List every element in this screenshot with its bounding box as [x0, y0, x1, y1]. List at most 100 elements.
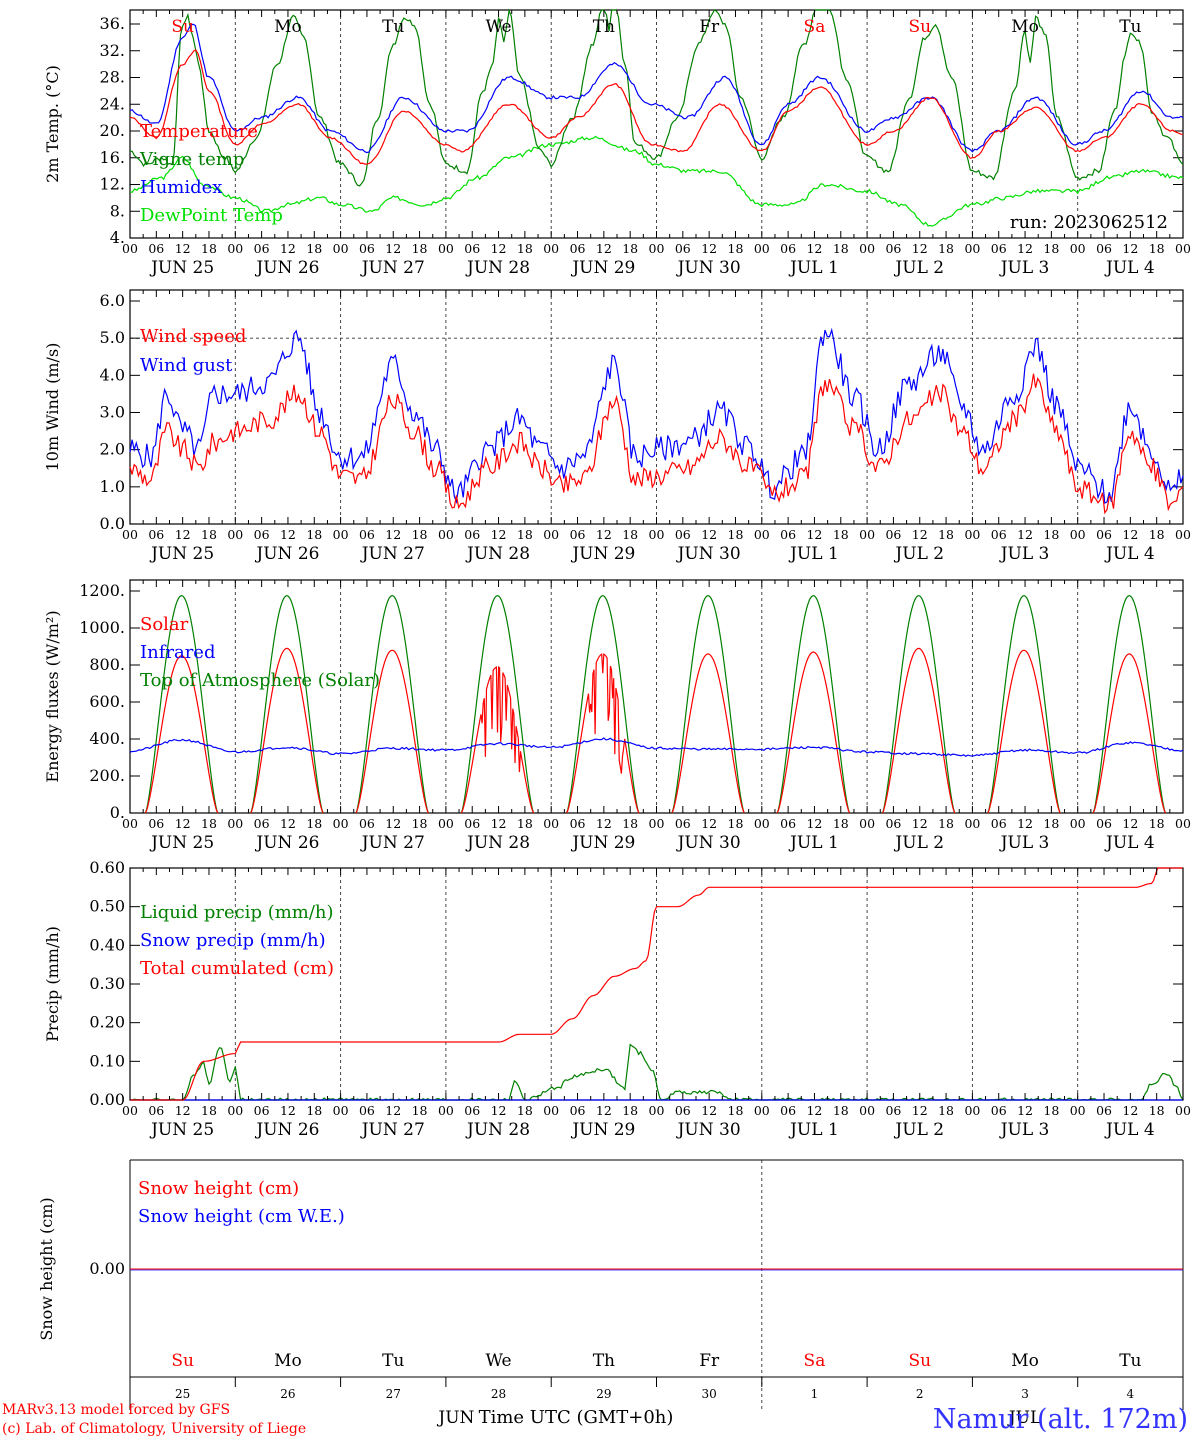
hour-label: 06	[464, 1103, 480, 1118]
hour-label: 00	[649, 1103, 665, 1118]
hour-label: 00	[333, 241, 349, 256]
day-number-label: 29	[596, 1387, 611, 1401]
legend-entry: Snow height (cm)	[138, 1178, 299, 1199]
legend-entry: Vigne temp	[139, 149, 244, 170]
y-tick-label: 0.10	[89, 1051, 125, 1070]
day-label: JUN 28	[465, 833, 530, 853]
y-tick-label: 0.0	[100, 514, 125, 533]
series-wind-speed-line	[129, 373, 1184, 515]
hour-label: 06	[254, 241, 270, 256]
hour-label: 06	[359, 816, 375, 831]
day-label: JUN 30	[676, 544, 741, 564]
series-toa-solar-line	[355, 594, 429, 814]
weekday-label: Su	[171, 1351, 194, 1371]
series-dewpoint-line	[129, 135, 1184, 227]
day-label: JUL 3	[999, 544, 1050, 564]
hour-label: 12	[701, 1103, 717, 1118]
hour-label: 00	[859, 241, 875, 256]
hour-label: 00	[438, 1103, 454, 1118]
day-label: JUN 26	[254, 1120, 319, 1140]
day-label: JUL 2	[893, 1120, 944, 1140]
hour-label: 06	[570, 816, 586, 831]
hour-label: 06	[148, 527, 164, 542]
y-tick-label: 0.60	[89, 858, 125, 877]
hour-label: 00	[122, 241, 138, 256]
hour-label: 00	[438, 816, 454, 831]
hour-label: 00	[1070, 527, 1086, 542]
hour-label: 18	[938, 816, 954, 831]
hour-label: 18	[201, 1103, 217, 1118]
hour-label: 18	[306, 241, 322, 256]
weekday-label: Mo	[1011, 17, 1039, 37]
hour-label: 18	[1043, 1103, 1059, 1118]
hour-label: 12	[912, 241, 928, 256]
hour-label: 00	[438, 241, 454, 256]
day-label: JUL 1	[788, 544, 839, 564]
day-label: JUN 30	[676, 833, 741, 853]
series-wind-gust-line	[129, 327, 1184, 505]
weekday-label: Su	[908, 1351, 931, 1371]
hour-label: 06	[1096, 816, 1112, 831]
weekday-label: Th	[593, 1351, 615, 1371]
hour-label: 06	[1096, 241, 1112, 256]
hour-label: 12	[491, 1103, 507, 1118]
day-label: JUL 4	[1104, 1120, 1155, 1140]
weekday-label: Su	[171, 17, 194, 37]
y-tick-label: 4.	[110, 228, 125, 247]
day-label: JUN 28	[465, 1120, 530, 1140]
hour-label: 06	[675, 816, 691, 831]
y-tick-label: 600.	[89, 692, 125, 711]
legend-entry: Wind speed	[140, 326, 246, 347]
weekday-label: Tu	[1119, 1351, 1141, 1371]
hour-label: 12	[1122, 816, 1138, 831]
hour-label: 06	[254, 527, 270, 542]
hour-label: 00	[227, 1103, 243, 1118]
hour-label: 12	[1017, 527, 1033, 542]
hour-label: 12	[806, 527, 822, 542]
y-tick-label: 800.	[89, 655, 125, 674]
hour-label: 12	[280, 816, 296, 831]
day-label: JUL 4	[1104, 544, 1155, 564]
run-label: run: 2023062512	[1010, 212, 1168, 233]
panel-5: 0.00 Snow height (cm) Snow height (cm) Snow…	[37, 1159, 1184, 1428]
y-axis-title: 2m Temp. (°C)	[43, 65, 62, 183]
y-tick-label: 0.	[110, 803, 125, 822]
hour-label: 12	[806, 816, 822, 831]
day-label: JUN 26	[254, 833, 319, 853]
y-axis-title: Precip (mm/h)	[43, 926, 62, 1042]
hour-label: 12	[175, 1103, 191, 1118]
series-solar-line	[460, 665, 535, 814]
day-label: JUL 3	[999, 1120, 1050, 1140]
series-solar-line	[566, 653, 640, 814]
hour-label: 12	[701, 816, 717, 831]
hour-label: 18	[1043, 527, 1059, 542]
y-tick-label: 0.40	[89, 935, 125, 954]
series-toa-solar-line	[881, 594, 956, 814]
hour-label: 00	[1175, 241, 1191, 256]
hour-label: 18	[833, 527, 849, 542]
weekday-label: We	[485, 17, 511, 37]
day-label: JUN 25	[149, 833, 214, 853]
hour-label: 18	[1149, 1103, 1165, 1118]
hour-label: 06	[148, 241, 164, 256]
panel-2: 0.0 1.0 2.0 3.0 4.0 5.0 6.0 10m Wind (m/s) Wind …	[43, 289, 1191, 564]
hour-label: 06	[464, 816, 480, 831]
hour-label: 00	[649, 816, 665, 831]
y-tick-label: 1000.	[79, 618, 125, 637]
hour-label: 12	[491, 241, 507, 256]
hour-label: 18	[306, 1103, 322, 1118]
y-tick-label: 6.0	[100, 291, 125, 310]
y-tick-label: 0.00	[89, 1090, 125, 1109]
hour-label: 18	[201, 816, 217, 831]
day-label: JUL 1	[788, 1120, 839, 1140]
hour-label: 06	[464, 241, 480, 256]
hour-label: 06	[991, 816, 1007, 831]
hour-label: 06	[570, 241, 586, 256]
hour-label: 00	[964, 241, 980, 256]
series-total-cumulated-line	[130, 867, 1183, 1101]
day-number-label: 30	[702, 1387, 717, 1401]
y-tick-label: 1200.	[79, 581, 125, 600]
panel-3: 0. 200. 400. 600. 800. 1000. 1200. Energy fluxe…	[43, 579, 1191, 853]
hour-label: 00	[754, 816, 770, 831]
